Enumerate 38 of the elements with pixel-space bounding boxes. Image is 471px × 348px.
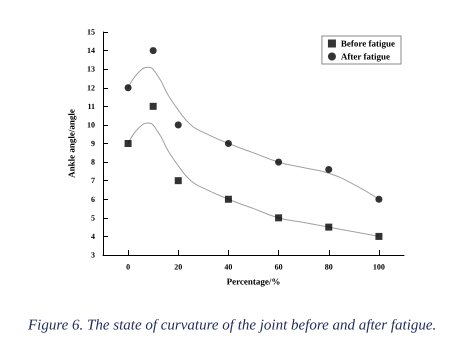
y-tick-label: 3 xyxy=(91,250,95,260)
point xyxy=(275,214,282,222)
y-tick-label: 9 xyxy=(91,139,95,148)
y-tick-label: 8 xyxy=(91,158,95,167)
y-tick-label: 11 xyxy=(87,102,95,111)
y-tick-label: 14 xyxy=(87,46,95,56)
point xyxy=(124,140,132,147)
point xyxy=(325,166,332,174)
point xyxy=(224,140,232,147)
y-tick-label: 7 xyxy=(91,176,95,186)
x-tick-label: 80 xyxy=(324,262,333,272)
y-tick-label: 13 xyxy=(87,64,95,74)
legend-label: Before fatigue xyxy=(340,38,396,48)
point xyxy=(224,196,232,203)
y-tick-label: 6 xyxy=(91,194,95,204)
legend-label: After fatigue xyxy=(340,52,390,62)
point xyxy=(375,232,382,240)
point xyxy=(174,121,182,128)
point xyxy=(174,177,182,184)
y-tick-label: 15 xyxy=(87,28,95,36)
point xyxy=(124,84,132,92)
x-tick-label: 40 xyxy=(224,262,232,272)
point xyxy=(325,224,332,231)
y-tick-label: 4 xyxy=(91,232,95,241)
y-axis-title: Ankle angle/angle xyxy=(66,109,77,178)
point xyxy=(275,158,282,166)
x-tick-label: 20 xyxy=(174,262,182,272)
point xyxy=(150,47,157,54)
y-tick-label: 12 xyxy=(87,83,95,92)
x-axis-title: Percentage/% xyxy=(226,276,280,286)
y-tick-label: 5 xyxy=(91,213,95,222)
x-tick-label: 0 xyxy=(126,262,130,272)
point xyxy=(150,102,157,110)
y-tick-label: 10 xyxy=(87,120,95,130)
x-tick-label: 100 xyxy=(372,262,385,272)
x-tick-label: 60 xyxy=(274,262,283,272)
caption: Figure 6. The state of curvature of the joint before and after fatigue. xyxy=(27,318,436,334)
point xyxy=(375,196,382,203)
